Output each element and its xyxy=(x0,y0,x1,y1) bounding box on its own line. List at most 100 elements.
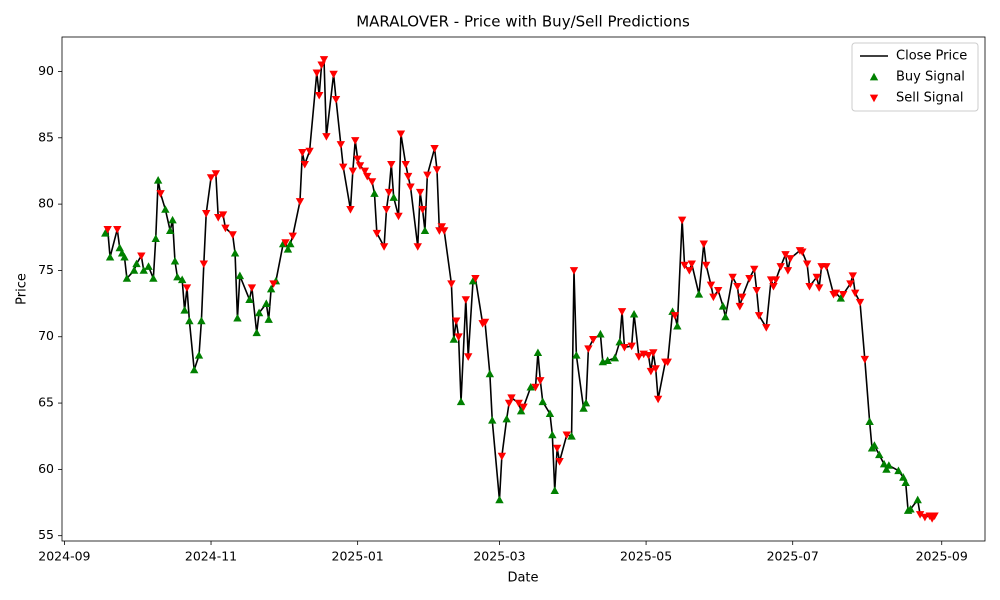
sell-marker xyxy=(447,280,456,288)
sell-marker xyxy=(738,293,747,302)
x-axis-label: Date xyxy=(507,571,538,586)
x-tick-label: 2024-09 xyxy=(38,549,90,564)
buy-marker xyxy=(105,252,115,261)
sell-marker xyxy=(831,289,841,298)
buy-marker xyxy=(420,226,430,235)
buy-marker xyxy=(495,495,504,504)
sell-marker xyxy=(336,141,346,149)
sell-marker xyxy=(384,188,394,197)
sell-marker xyxy=(536,377,545,385)
buy-marker xyxy=(389,193,398,201)
sell-marker xyxy=(439,227,449,235)
sell-marker xyxy=(846,280,855,288)
sell-marker xyxy=(786,255,795,263)
sell-marker xyxy=(776,263,785,271)
buy-marker xyxy=(516,406,526,415)
sell-marker xyxy=(228,231,237,239)
sell-marker xyxy=(103,225,112,234)
buy-marker xyxy=(884,461,894,469)
sell-marker xyxy=(314,91,324,100)
sell-marker xyxy=(360,167,370,176)
sell-marker xyxy=(617,308,627,316)
sell-marker xyxy=(214,214,223,222)
buy-marker xyxy=(875,450,884,459)
sell-marker xyxy=(300,160,309,169)
sell-marker xyxy=(281,239,290,247)
sell-marker xyxy=(754,312,764,320)
y-tick-label: 65 xyxy=(38,395,54,410)
sell-marker xyxy=(701,261,711,270)
sell-marker xyxy=(851,289,860,298)
y-axis-label: Price xyxy=(15,273,30,305)
sell-marker xyxy=(379,243,389,251)
sell-marker xyxy=(651,365,660,373)
sell-marker xyxy=(781,251,790,259)
sell-marker xyxy=(783,267,793,275)
sell-marker xyxy=(709,293,718,302)
buy-marker xyxy=(170,256,180,265)
x-tick-label: 2024-11 xyxy=(185,549,237,564)
buy-marker xyxy=(581,398,591,407)
sell-marker xyxy=(769,282,778,291)
buy-marker xyxy=(149,274,158,282)
sell-marker xyxy=(218,211,228,219)
buy-marker xyxy=(139,266,148,274)
buy-marker xyxy=(115,243,124,252)
legend-box xyxy=(851,42,979,112)
buy-marker xyxy=(913,495,922,504)
buy-marker xyxy=(694,290,704,298)
buy-marker xyxy=(177,275,187,284)
sell-marker xyxy=(507,394,516,402)
buy-marker xyxy=(264,315,273,323)
sell-marker xyxy=(569,267,579,275)
sell-marker xyxy=(706,281,716,290)
sell-marker xyxy=(317,61,326,70)
buy-marker xyxy=(485,369,495,378)
buy-marker xyxy=(245,295,254,303)
x-tick-label: 2025-03 xyxy=(473,549,525,564)
sell-marker xyxy=(305,147,314,156)
sell-marker xyxy=(627,342,636,351)
buy-marker xyxy=(153,176,163,184)
sell-marker xyxy=(329,70,338,79)
buy-marker xyxy=(254,308,264,317)
sell-marker xyxy=(504,399,514,408)
sell-marker xyxy=(137,252,146,261)
sell-marker xyxy=(762,324,771,332)
buy-marker xyxy=(870,441,879,449)
buy-marker xyxy=(370,189,379,197)
sell-marker xyxy=(930,512,939,520)
sell-marker xyxy=(750,265,759,274)
buy-marker xyxy=(906,504,915,513)
sell-marker xyxy=(497,452,507,461)
sell-marker xyxy=(733,282,742,291)
sell-marker xyxy=(649,349,658,357)
sell-marker xyxy=(211,170,221,178)
sell-marker xyxy=(295,198,305,206)
buy-marker xyxy=(526,382,535,391)
sell-marker xyxy=(113,225,122,234)
x-tick-label: 2025-07 xyxy=(767,549,819,564)
buy-marker xyxy=(894,466,903,475)
y-tick-label: 85 xyxy=(38,129,54,144)
sell-marker xyxy=(396,130,406,139)
buy-marker xyxy=(286,239,295,248)
sell-marker xyxy=(269,280,278,288)
sell-marker xyxy=(552,444,562,453)
sell-marker xyxy=(182,284,192,292)
buy-marker xyxy=(596,329,605,338)
buy-marker xyxy=(533,348,543,357)
sell-marker xyxy=(355,162,365,170)
legend-label: Buy Signal xyxy=(896,70,965,85)
buy-marker xyxy=(197,316,206,325)
sell-marker xyxy=(584,345,593,353)
sell-marker xyxy=(620,343,629,352)
sell-marker xyxy=(855,298,865,307)
buy-marker xyxy=(283,245,293,253)
sell-marker xyxy=(454,333,463,341)
buy-marker xyxy=(173,272,182,281)
sell-marker xyxy=(798,248,807,257)
buy-marker xyxy=(836,294,845,302)
